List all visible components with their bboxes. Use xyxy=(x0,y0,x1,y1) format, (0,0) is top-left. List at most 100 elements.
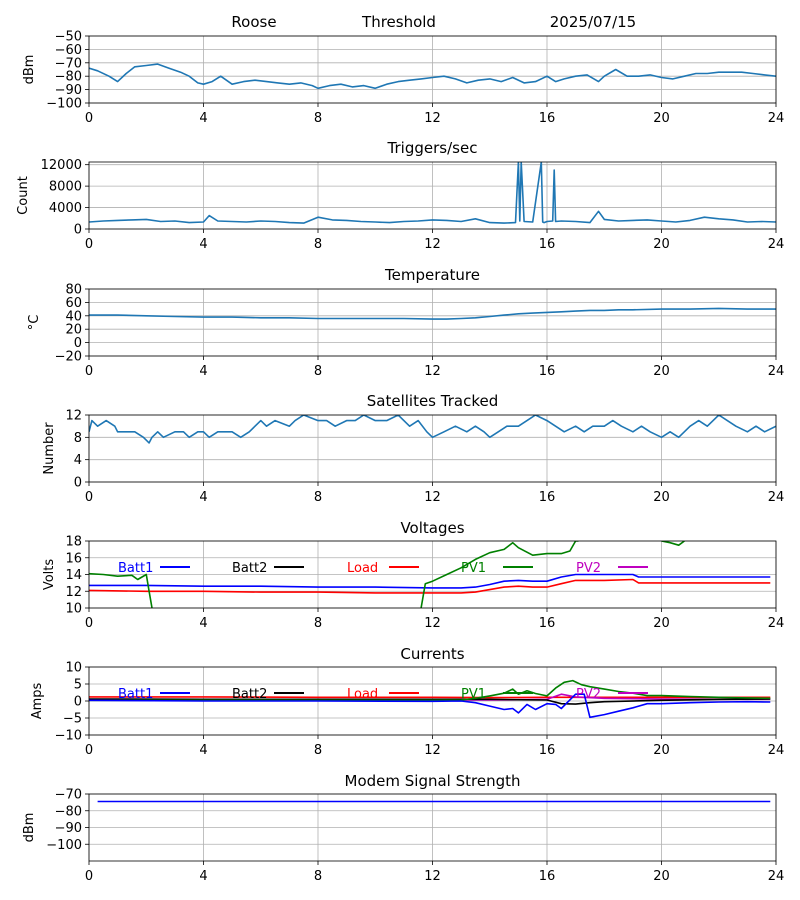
panel-currents: 0 4 8 12 16 20 24 −10 −5 0 5 10 Currents Amps Batt1 Bat… xyxy=(30,645,784,758)
x-tick-label: 16 xyxy=(539,364,556,379)
y-tick-label: 0 xyxy=(74,695,82,710)
y-tick-label: 0 xyxy=(74,223,82,238)
x-tick-label: 16 xyxy=(539,237,556,252)
series-group xyxy=(89,162,776,224)
x-tick-label: 20 xyxy=(653,616,670,631)
x-tick-label: 4 xyxy=(199,490,207,505)
x-tick-label: 4 xyxy=(199,869,207,884)
x-tick-label: 12 xyxy=(424,743,441,758)
y-tick-label: 5 xyxy=(74,678,82,693)
x-tick-label: 8 xyxy=(314,111,322,126)
series-line-batt1 xyxy=(89,693,771,719)
x-tick-label: 24 xyxy=(768,743,785,758)
x-tick-label: 12 xyxy=(424,616,441,631)
x-tick-label: 20 xyxy=(653,490,670,505)
x-tick-label: 0 xyxy=(85,490,93,505)
plot-frame xyxy=(88,540,777,609)
series-group xyxy=(89,63,776,90)
y-tick-label: 0 xyxy=(74,336,82,351)
x-tick-label: 16 xyxy=(539,490,556,505)
x-tick-label: 0 xyxy=(85,111,93,126)
x-tick-label: 24 xyxy=(768,364,785,379)
plot-frame xyxy=(88,666,777,736)
y-axis-label: Count xyxy=(16,176,31,215)
header-station: Roose xyxy=(231,13,276,31)
panel-title: Triggers/sec xyxy=(387,139,478,157)
y-axis-label: Volts xyxy=(42,559,57,591)
x-tick-label: 12 xyxy=(424,111,441,126)
x-tick-label: 0 xyxy=(85,616,93,631)
series-line-pv1 xyxy=(420,541,579,608)
legend-label-pv1: PV1 xyxy=(461,561,486,576)
x-tick-label: 20 xyxy=(653,869,670,884)
x-tick-label: 24 xyxy=(768,490,785,505)
y-tick-label: 8 xyxy=(74,431,82,446)
x-tick-label: 8 xyxy=(314,490,322,505)
panel-title: Satellites Tracked xyxy=(367,392,498,410)
y-axis-label: °C xyxy=(27,315,42,331)
x-tick-label: 12 xyxy=(424,490,441,505)
y-tick-label: 80 xyxy=(65,283,82,298)
legend-label-load: Load xyxy=(347,687,378,702)
legend-label-batt2: Batt2 xyxy=(232,561,267,576)
x-tick-label: 16 xyxy=(539,869,556,884)
series-line-batt1 xyxy=(89,573,771,589)
series-line-temperature xyxy=(89,307,776,320)
x-tick-label: 12 xyxy=(424,364,441,379)
panel-title: Temperature xyxy=(384,266,480,284)
series-group xyxy=(89,679,771,719)
legend-label-pv2: PV2 xyxy=(576,561,601,576)
series-group xyxy=(89,541,771,608)
legend-label-batt1: Batt1 xyxy=(118,687,153,702)
y-tick-label: 20 xyxy=(65,323,82,338)
y-tick-label: 60 xyxy=(65,296,82,311)
x-tick-label: 8 xyxy=(314,364,322,379)
legend-label-load: Load xyxy=(347,561,378,576)
legend-label-pv1: PV1 xyxy=(461,687,486,702)
y-tick-label: 12000 xyxy=(41,158,82,173)
plot-frame xyxy=(88,414,777,483)
x-tick-label: 24 xyxy=(768,869,785,884)
y-tick-label: 8000 xyxy=(49,180,82,195)
panel-title: Voltages xyxy=(400,519,464,537)
x-tick-label: 4 xyxy=(199,743,207,758)
x-tick-label: 8 xyxy=(314,743,322,758)
header-date: 2025/07/15 xyxy=(550,13,636,31)
y-tick-label: 10 xyxy=(65,661,82,676)
y-tick-label: 4000 xyxy=(49,201,82,216)
y-axis-label: Amps xyxy=(30,682,45,719)
series-line-signal xyxy=(89,63,776,90)
series-line-pv1 xyxy=(89,679,771,702)
x-tick-label: 12 xyxy=(424,237,441,252)
y-tick-label: −90 xyxy=(55,83,82,98)
y-tick-label: 40 xyxy=(65,309,82,324)
y-axis-label: dBm xyxy=(22,813,37,843)
y-tick-label: −100 xyxy=(46,97,82,112)
x-tick-label: 8 xyxy=(314,616,322,631)
x-tick-label: 12 xyxy=(424,869,441,884)
y-tick-label: −70 xyxy=(55,56,82,71)
panel-triggers: 0 4 8 12 16 20 24 0 4000 8000 12000 Triggers/sec Cou… xyxy=(16,139,784,252)
x-tick-label: 8 xyxy=(314,869,322,884)
y-tick-label: 16 xyxy=(65,551,82,566)
y-tick-label: −5 xyxy=(63,712,82,727)
series-line-pv1 xyxy=(661,541,685,547)
x-tick-label: 20 xyxy=(653,364,670,379)
x-tick-label: 0 xyxy=(85,237,93,252)
panel-title: Modem Signal Strength xyxy=(345,772,521,790)
x-tick-label: 0 xyxy=(85,364,93,379)
panel-satellites: 0 4 8 12 16 20 24 0 4 8 12 Satellites Tracked Number xyxy=(42,392,784,505)
y-tick-label: 10 xyxy=(65,602,82,617)
y-tick-label: 4 xyxy=(74,453,82,468)
plot-frame xyxy=(88,35,777,104)
series-line-satellites xyxy=(89,415,776,444)
series-line-load xyxy=(89,696,771,699)
y-tick-label: −20 xyxy=(55,350,82,365)
y-tick-label: −60 xyxy=(55,43,82,58)
x-tick-label: 20 xyxy=(653,237,670,252)
series-line-pv1 xyxy=(89,572,153,608)
x-tick-label: 24 xyxy=(768,616,785,631)
x-tick-label: 24 xyxy=(768,237,785,252)
